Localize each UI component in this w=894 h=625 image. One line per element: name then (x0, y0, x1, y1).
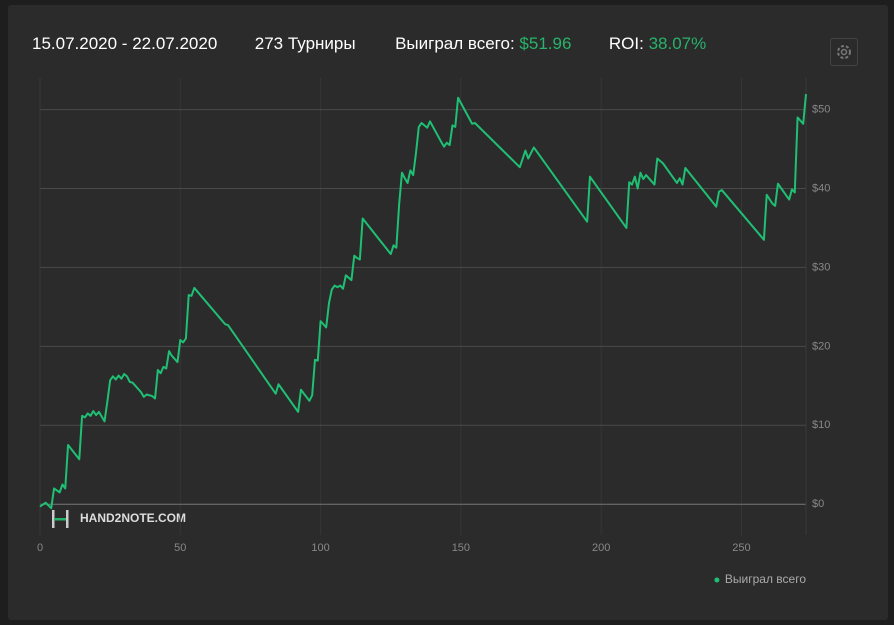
watermark-text: HAND2NOTE.COM (80, 511, 186, 525)
x-tick-label: 200 (592, 542, 610, 554)
settings-button[interactable] (830, 38, 858, 66)
y-tick-label: $50 (812, 103, 830, 115)
y-tick-label: $40 (812, 182, 830, 194)
x-tick-label: 100 (311, 542, 329, 554)
y-tick-label: $30 (812, 261, 830, 273)
x-tick-label: 50 (174, 542, 186, 554)
header: 15.07.2020 - 22.07.2020 273 Турниры Выиг… (32, 34, 706, 54)
y-tick-label: $0 (812, 498, 824, 510)
won-value: $51.96 (519, 34, 572, 53)
roi-label: ROI: (608, 34, 644, 53)
watermark: HAND2NOTE.COM (52, 510, 186, 528)
legend-marker (714, 577, 720, 583)
roi-value: 38.07% (648, 34, 707, 53)
plot-area (40, 78, 806, 535)
won-label: Выиграл всего: (395, 34, 515, 53)
date-range: 15.07.2020 - 22.07.2020 (32, 34, 218, 53)
tournaments: 273 Турниры (254, 34, 356, 53)
legend-label: Выиграл всего (725, 572, 806, 586)
y-tick-label: $10 (812, 419, 830, 431)
x-tick-label: 150 (452, 542, 470, 554)
line (39, 94, 807, 510)
y-tick-label: $20 (812, 340, 830, 352)
x-tick-label: 250 (732, 542, 750, 554)
gear-icon (837, 45, 851, 59)
legend-item[interactable]: Выиграл всего (714, 572, 806, 586)
x-tick-label: 0 (37, 542, 43, 554)
